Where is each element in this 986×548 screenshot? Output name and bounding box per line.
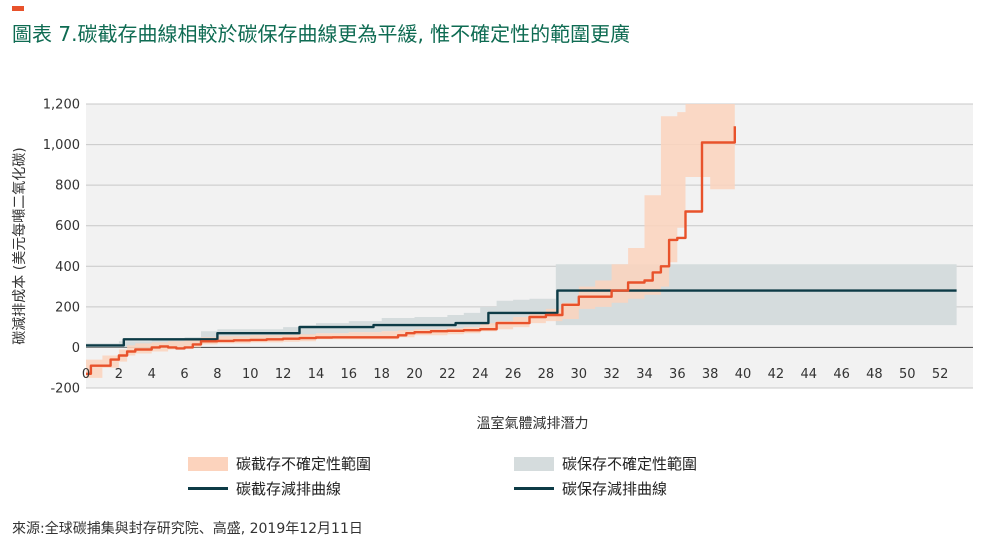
x-tick-label: 52 — [932, 367, 949, 382]
source-note: 來源:全球碳捕集與封存研究院、高盛, 2019年12月11日 — [12, 521, 363, 537]
band-sequestration-uncertainty — [86, 104, 735, 378]
chart-title: 圖表 7.碳截存曲線相較於碳保存曲線更為平緩, 惟不確定性的範圍更廣 — [12, 22, 631, 46]
x-tick-label: 22 — [439, 367, 456, 382]
x-tick-label: 8 — [213, 367, 221, 382]
x-tick-label: 4 — [148, 367, 156, 382]
y-tick-label: 1,000 — [43, 138, 80, 153]
x-tick-label: 42 — [768, 367, 785, 382]
y-tick-label: 800 — [55, 179, 80, 194]
x-tick-label: 20 — [406, 367, 423, 382]
x-tick-label: 36 — [669, 367, 686, 382]
x-tick-label: 10 — [242, 367, 259, 382]
y-tick-label: 200 — [55, 300, 80, 315]
x-tick-label: 26 — [505, 367, 522, 382]
plot-background — [86, 104, 973, 388]
line-preservation-curve — [86, 289, 957, 347]
x-tick-label: 38 — [702, 367, 719, 382]
x-tick-label: 32 — [603, 367, 620, 382]
y-axis-ticks: -200 0 200 400 600 800 1,000 1,200 — [43, 98, 80, 397]
x-tick-label: 46 — [833, 367, 850, 382]
x-tick-label: 30 — [571, 367, 588, 382]
x-tick-label: 24 — [472, 367, 489, 382]
title-accent-bar — [12, 6, 24, 11]
x-tick-label: 2 — [115, 367, 123, 382]
x-tick-label: 44 — [800, 367, 817, 382]
line-sequestration-curve — [86, 126, 736, 375]
x-tick-label: 48 — [866, 367, 883, 382]
y-tick-label: 0 — [72, 341, 80, 356]
y-axis-label: 碳減排成本 (美元每噸二氧化碳) — [11, 147, 28, 344]
y-tick-label: -200 — [50, 382, 80, 397]
abatement-curves — [86, 126, 957, 375]
y-tick-label: 600 — [55, 219, 80, 234]
x-tick-label: 12 — [275, 367, 292, 382]
x-tick-label: 16 — [341, 367, 358, 382]
y-tick-label: 400 — [55, 260, 80, 275]
x-tick-label: 28 — [538, 367, 555, 382]
x-tick-label: 50 — [899, 367, 916, 382]
x-axis-label: 溫室氣體減排潛力 — [477, 415, 589, 432]
x-tick-label: 14 — [308, 367, 325, 382]
x-axis-ticks: 0 2 4 6 8 10 12 14 16 18 20 22 24 26 28 30 32 34 36 38 40 42 4… — [82, 367, 949, 382]
x-tick-label: 6 — [180, 367, 188, 382]
x-tick-label: 0 — [82, 367, 90, 382]
x-tick-label: 34 — [636, 367, 653, 382]
x-tick-label: 40 — [735, 367, 752, 382]
x-tick-label: 18 — [373, 367, 390, 382]
y-tick-label: 1,200 — [43, 98, 80, 113]
